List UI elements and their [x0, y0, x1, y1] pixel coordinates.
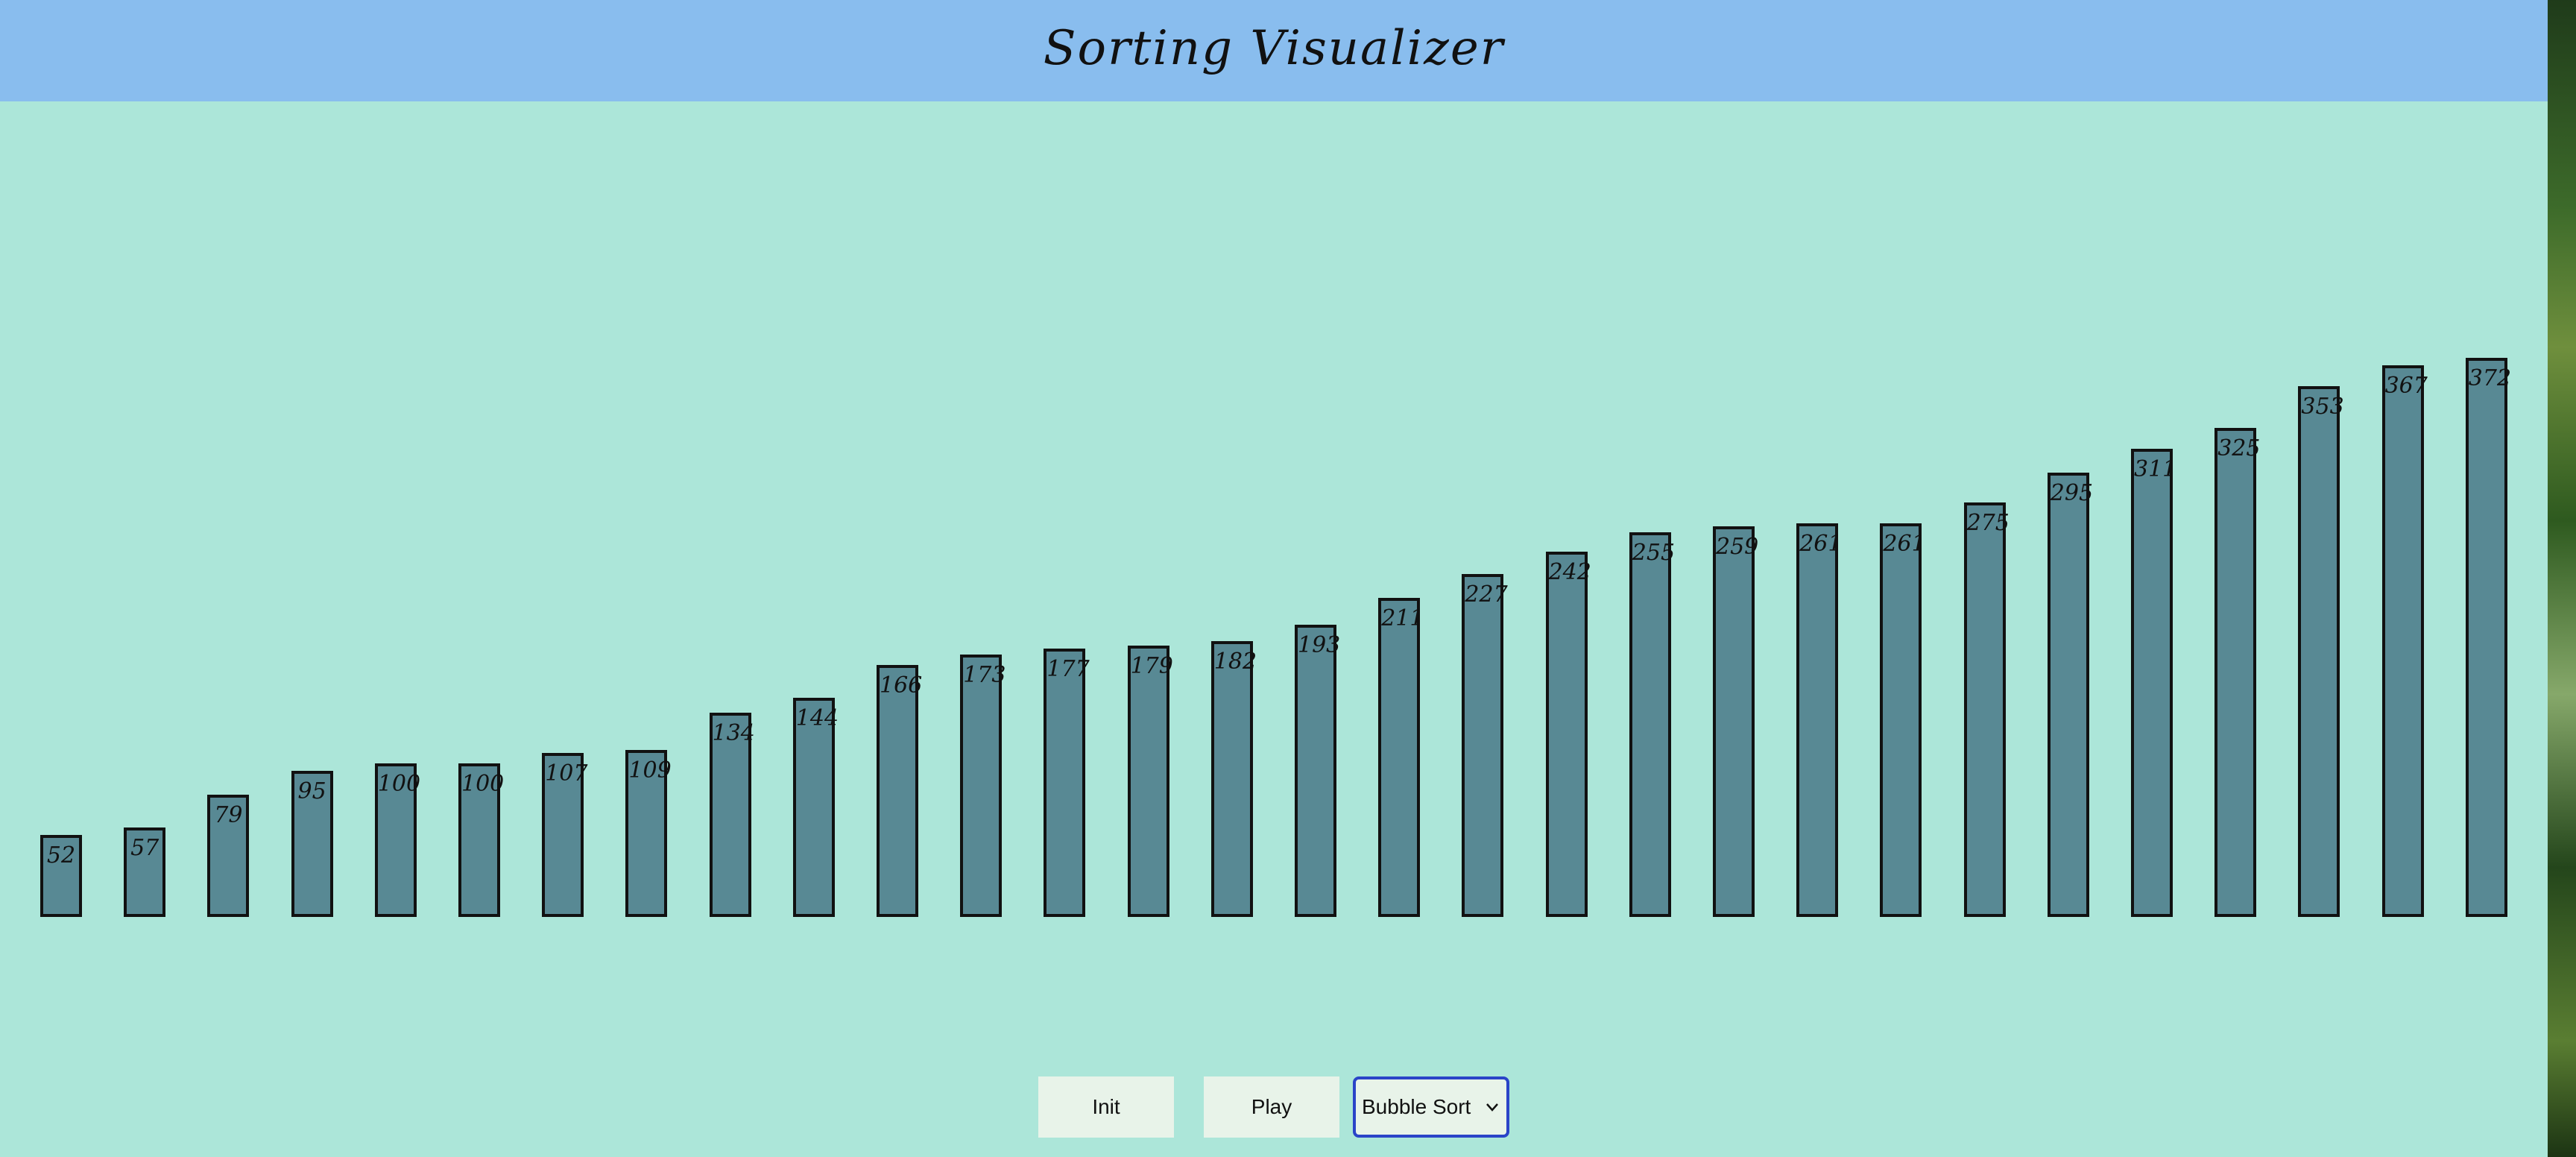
array-bar-value: 109: [628, 757, 672, 784]
array-bar: 193: [1295, 625, 1341, 917]
array-bar: 227: [1462, 574, 1508, 917]
array-bar: 100: [458, 763, 505, 917]
array-bar: 100: [374, 763, 421, 917]
array-bar: 261: [1880, 523, 1926, 917]
array-bar-value: 255: [1632, 540, 1676, 566]
array-bar: 367: [2381, 365, 2428, 917]
array-bar-value: 57: [130, 835, 160, 861]
array-bar: 52: [40, 835, 82, 917]
array-bar-value: 182: [1213, 649, 1257, 675]
array-bar-value: 367: [2384, 373, 2428, 399]
algorithm-select-value: Bubble Sort: [1362, 1095, 1471, 1118]
array-bar-value: 95: [297, 778, 326, 804]
array-bar: 211: [1378, 598, 1424, 917]
array-bar-value: 275: [1966, 510, 2010, 536]
array-bar: 57: [124, 827, 166, 917]
array-bar-value: 242: [1548, 559, 1591, 585]
array-bar-value: 100: [461, 771, 505, 797]
array-bar: 144: [792, 698, 839, 917]
array-bar: 177: [1044, 649, 1090, 917]
page-title: Sorting Visualizer: [1043, 21, 1505, 76]
array-bar: 134: [709, 713, 755, 917]
array-bar-value: 261: [1883, 531, 1926, 557]
init-button[interactable]: Init: [1038, 1076, 1174, 1138]
array-bar-value: 79: [214, 802, 243, 828]
array-bar-value: 295: [2050, 480, 2094, 506]
array-bar: 255: [1629, 532, 1676, 917]
array-bar-value: 100: [377, 771, 421, 797]
array-bar-value: 227: [1465, 581, 1508, 608]
array-bar-value: 173: [963, 662, 1006, 688]
chevron-down-icon: [1486, 1103, 1498, 1112]
array-bar: 372: [2465, 358, 2512, 917]
array-bar: 79: [207, 795, 250, 917]
array-bar-value: 177: [1046, 656, 1090, 682]
background-window-edge: [2548, 0, 2576, 1157]
array-bar: 325: [2214, 428, 2261, 917]
array-bar: 311: [2131, 449, 2177, 917]
array-bar: 107: [542, 753, 588, 917]
array-bar: 166: [877, 665, 923, 917]
array-bar: 275: [1963, 502, 2010, 917]
array-bar: 173: [960, 655, 1006, 917]
array-bar-value: 134: [712, 720, 755, 746]
array-bar-value: 353: [2301, 394, 2344, 420]
array-bar-value: 144: [795, 705, 839, 731]
array-bar-value: 311: [2134, 456, 2177, 482]
array-bar-value: 259: [1716, 534, 1759, 560]
array-bar-value: 372: [2468, 365, 2512, 391]
array-bar-value: 193: [1298, 632, 1341, 658]
array-bar-value: 107: [545, 760, 588, 786]
array-bar: 109: [625, 750, 672, 917]
array-bar: 179: [1127, 646, 1173, 917]
array-bar: 182: [1210, 641, 1257, 917]
array-bar: 95: [291, 771, 333, 917]
array-bar: 259: [1713, 526, 1759, 917]
header-bar: Sorting Visualizer: [0, 0, 2548, 101]
array-bar-value: 179: [1130, 653, 1173, 679]
play-button[interactable]: Play: [1204, 1076, 1339, 1138]
array-bar: 242: [1545, 552, 1591, 917]
bar-chart: 52 57 79 95 100 100 107 109 134 144 166 173 177 179 18…: [0, 101, 2548, 1157]
algorithm-select[interactable]: Bubble Sort: [1353, 1076, 1509, 1138]
array-bar: 295: [2047, 473, 2094, 917]
array-bar-value: 325: [2217, 435, 2261, 461]
controls-bar: Init Play Bubble Sort: [1038, 1076, 1509, 1138]
array-bar-value: 52: [46, 842, 76, 868]
array-bar-value: 166: [880, 672, 923, 699]
visualizer-area: 52 57 79 95 100 100 107 109 134 144 166 173 177 179 18…: [0, 101, 2548, 1157]
array-bar: 261: [1796, 523, 1843, 917]
array-bar: 353: [2298, 386, 2344, 917]
array-bar-value: 261: [1799, 531, 1843, 557]
array-bar-value: 211: [1381, 605, 1424, 631]
